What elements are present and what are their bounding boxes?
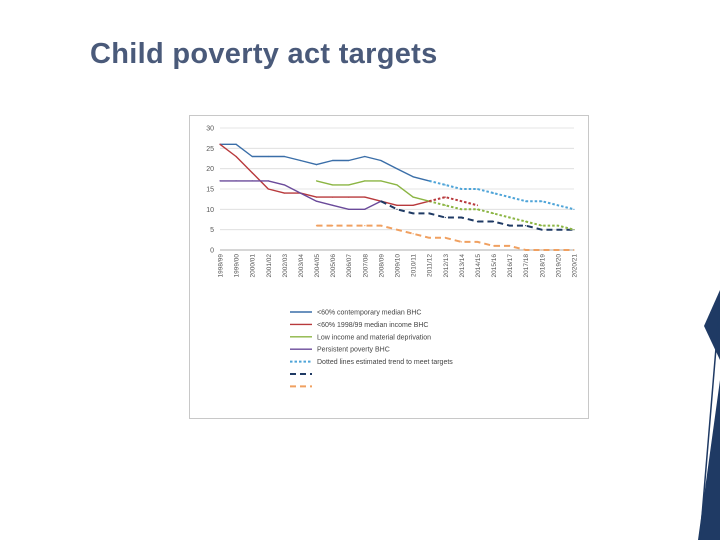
data-point [541,225,543,227]
x-tick-label: 2014/15 [475,254,482,278]
data-point [492,245,495,247]
series-line-2 [316,180,430,202]
line-chart: 0 5 10 15 20 25 30 1998/99 1999/00 2000/01 2001/02… [206,126,579,388]
x-tick-label: 2012/13 [443,254,450,278]
y-tick-label: 25 [206,146,214,153]
x-tick-label: 2013/14 [459,254,466,278]
y-tick-label: 15 [206,187,214,194]
data-point [573,208,575,210]
series-line-4 [428,179,575,211]
chart-frame: 0 5 10 15 20 25 30 1998/99 1999/00 2000/01 2001/02… [189,115,589,419]
y-tick-label: 30 [206,126,214,133]
data-point [444,216,446,219]
legend-label: <60% contemporary median BHC [317,310,421,317]
x-tick-label: 2017/18 [523,254,530,278]
series-line-0 [220,143,430,182]
x-tick-label: 2000/01 [250,254,257,278]
y-tick-label: 20 [206,166,214,173]
x-tick-label: 2008/09 [378,254,385,278]
data-point [364,225,366,227]
series-line-6 [316,224,574,251]
y-tick-label: 0 [210,248,214,255]
x-tick-label: 2018/19 [539,254,546,278]
x-tick-label: 2005/06 [330,254,337,278]
x-tick-label: 2016/17 [507,254,514,278]
x-tick-label: 2007/08 [362,254,369,278]
data-point [444,184,446,186]
x-tick-label: 2009/10 [395,254,402,278]
y-tick-label: 5 [210,227,214,234]
data-point [412,233,414,235]
x-tick-label: 1999/00 [234,254,241,278]
x-tick-label: 1998/99 [218,254,225,278]
data-point [444,204,446,206]
x-tick-label: 2001/02 [266,254,273,278]
data-point [444,196,446,198]
data-point [541,249,543,251]
legend-label: Dotted lines estimated trend to meet tar… [317,359,453,366]
series-line-1 [219,143,430,207]
x-tick-label: 2004/05 [314,254,321,278]
series-line-8 [428,196,478,207]
x-tick-label: 2015/16 [491,254,498,278]
x-tick-label: 2006/07 [346,254,353,278]
slide-title: Child poverty act targets [90,38,438,70]
data-point [573,229,575,231]
x-tick-label: 2003/04 [298,254,305,278]
data-point [396,208,398,210]
data-point [525,225,527,227]
data-point [460,241,462,243]
x-tick-label: 2020/21 [572,254,579,278]
x-tick-label: 2011/12 [427,254,434,277]
x-tick-label: 2019/20 [555,254,562,278]
series-line-3 [220,180,382,211]
y-tick-label: 10 [206,207,214,214]
series-line-7 [428,200,575,231]
x-tick-label: 2002/03 [282,254,289,278]
legend-label: <60% 1998/99 median income BHC [317,322,428,329]
legend-label: Low income and material deprivation [317,334,431,341]
series-line-5 [380,200,574,231]
legend-label: Persistent poverty BHC [317,347,390,354]
x-tick-label: 2010/11 [411,254,418,277]
corner-accent-decoration [698,290,720,540]
